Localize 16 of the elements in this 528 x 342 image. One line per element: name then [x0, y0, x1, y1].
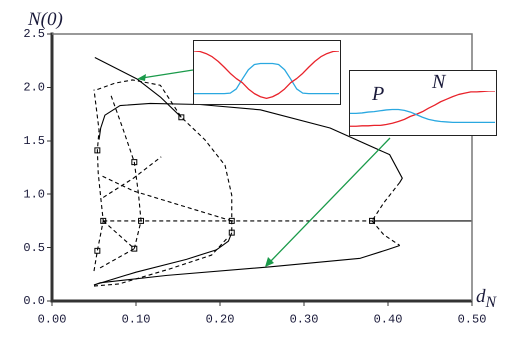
y-tick-label: 2.0: [23, 80, 45, 95]
y-tick-label: 0.0: [23, 294, 45, 308]
series-label: N: [432, 71, 446, 93]
series-label: P: [372, 83, 384, 105]
y-tick-label: 1.5: [23, 134, 45, 148]
y-axis-title: N(0): [28, 9, 63, 30]
y-tick-label: 2.5: [23, 27, 45, 42]
x-tick-label: 0.30: [290, 312, 318, 326]
x-tick-label: 0.40: [374, 312, 402, 326]
x-tick-label: 0.50: [458, 312, 486, 326]
x-tick-label: 0.00: [38, 312, 66, 326]
x-tick-label: 0.10: [122, 312, 150, 326]
x-axis-title: d$_{N}$: [476, 286, 496, 311]
x-tick-label: 0.20: [206, 312, 234, 326]
y-tick-label: 1.0: [23, 187, 45, 202]
y-tick-label: 0.5: [23, 240, 45, 255]
